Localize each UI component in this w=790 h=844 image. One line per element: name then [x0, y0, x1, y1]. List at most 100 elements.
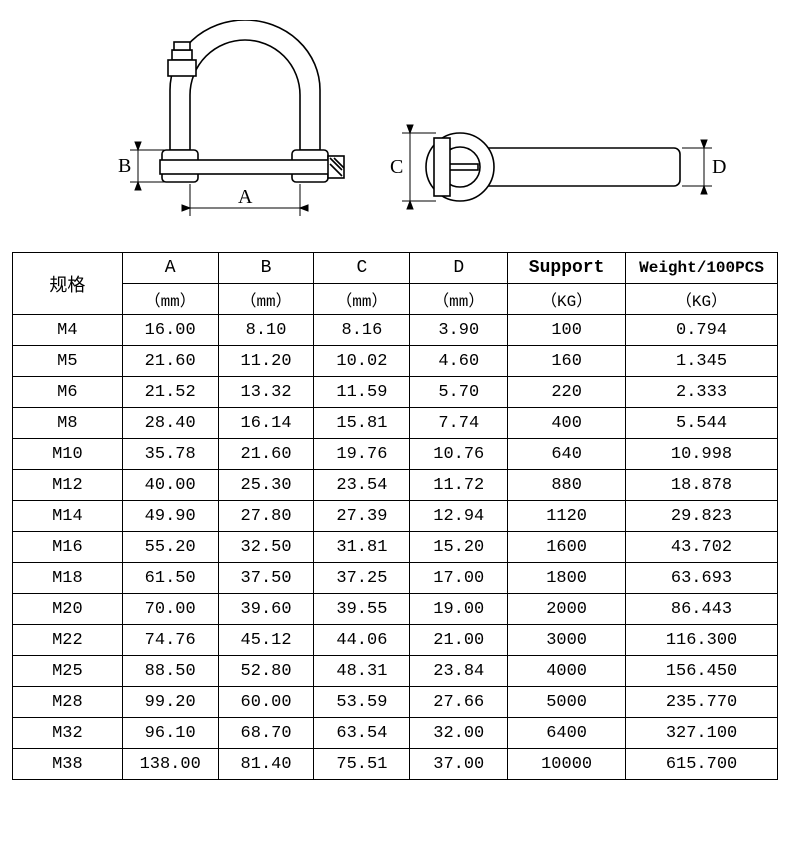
- cell-spec: M20: [13, 594, 123, 625]
- cell-weight: 615.700: [626, 749, 778, 780]
- cell-support: 160: [508, 346, 626, 377]
- cell-C: 23.54: [314, 470, 410, 501]
- cell-A: 21.60: [122, 346, 218, 377]
- cell-weight: 18.878: [626, 470, 778, 501]
- th-weight-unit: （KG）: [626, 284, 778, 315]
- cell-C: 10.02: [314, 346, 410, 377]
- cell-D: 4.60: [410, 346, 508, 377]
- cell-C: 19.76: [314, 439, 410, 470]
- cell-C: 75.51: [314, 749, 410, 780]
- th-C-unit: （mm）: [314, 284, 410, 315]
- cell-D: 10.76: [410, 439, 508, 470]
- cell-D: 17.00: [410, 563, 508, 594]
- cell-weight: 2.333: [626, 377, 778, 408]
- cell-A: 61.50: [122, 563, 218, 594]
- cell-spec: M32: [13, 718, 123, 749]
- cell-spec: M8: [13, 408, 123, 439]
- cell-A: 55.20: [122, 532, 218, 563]
- cell-C: 44.06: [314, 625, 410, 656]
- cell-B: 39.60: [218, 594, 314, 625]
- dim-label-A: A: [238, 186, 253, 208]
- cell-weight: 235.770: [626, 687, 778, 718]
- cell-C: 15.81: [314, 408, 410, 439]
- cell-A: 138.00: [122, 749, 218, 780]
- cell-weight: 63.693: [626, 563, 778, 594]
- table-row: M521.6011.2010.024.601601.345: [13, 346, 778, 377]
- cell-weight: 327.100: [626, 718, 778, 749]
- th-B-unit: （mm）: [218, 284, 314, 315]
- cell-C: 53.59: [314, 687, 410, 718]
- cell-A: 21.52: [122, 377, 218, 408]
- table-row: M38138.0081.4075.5137.0010000615.700: [13, 749, 778, 780]
- cell-D: 32.00: [410, 718, 508, 749]
- th-support-unit: （KG）: [508, 284, 626, 315]
- th-spec: 规格: [13, 253, 123, 315]
- cell-B: 45.12: [218, 625, 314, 656]
- cell-spec: M25: [13, 656, 123, 687]
- cell-D: 5.70: [410, 377, 508, 408]
- th-A: A: [122, 253, 218, 284]
- table-row: M2588.5052.8048.3123.844000156.450: [13, 656, 778, 687]
- table-row: M416.008.108.163.901000.794: [13, 315, 778, 346]
- cell-spec: M5: [13, 346, 123, 377]
- cell-B: 68.70: [218, 718, 314, 749]
- cell-support: 640: [508, 439, 626, 470]
- cell-support: 3000: [508, 625, 626, 656]
- cell-support: 10000: [508, 749, 626, 780]
- cell-B: 37.50: [218, 563, 314, 594]
- cell-A: 99.20: [122, 687, 218, 718]
- cell-B: 32.50: [218, 532, 314, 563]
- cell-support: 6400: [508, 718, 626, 749]
- cell-D: 3.90: [410, 315, 508, 346]
- cell-spec: M12: [13, 470, 123, 501]
- table-row: M1655.2032.5031.8115.20160043.702: [13, 532, 778, 563]
- cell-spec: M18: [13, 563, 123, 594]
- cell-spec: M22: [13, 625, 123, 656]
- cell-spec: M38: [13, 749, 123, 780]
- th-A-unit: （mm）: [122, 284, 218, 315]
- cell-weight: 1.345: [626, 346, 778, 377]
- cell-weight: 0.794: [626, 315, 778, 346]
- cell-support: 220: [508, 377, 626, 408]
- cell-C: 39.55: [314, 594, 410, 625]
- dim-label-C: C: [390, 156, 403, 178]
- th-D-unit: （mm）: [410, 284, 508, 315]
- spec-table: 规格 A B C D Support Weight/100PCS （mm） （m…: [12, 252, 778, 780]
- cell-A: 74.76: [122, 625, 218, 656]
- cell-A: 96.10: [122, 718, 218, 749]
- table-row: M2070.0039.6039.5519.00200086.443: [13, 594, 778, 625]
- cell-D: 11.72: [410, 470, 508, 501]
- cell-A: 35.78: [122, 439, 218, 470]
- table-row: M1240.0025.3023.5411.7288018.878: [13, 470, 778, 501]
- cell-weight: 86.443: [626, 594, 778, 625]
- cell-B: 21.60: [218, 439, 314, 470]
- cell-support: 1800: [508, 563, 626, 594]
- table-row: M3296.1068.7063.5432.006400327.100: [13, 718, 778, 749]
- th-support: Support: [508, 253, 626, 284]
- cell-support: 1600: [508, 532, 626, 563]
- cell-C: 27.39: [314, 501, 410, 532]
- cell-spec: M16: [13, 532, 123, 563]
- table-row: M1035.7821.6019.7610.7664010.998: [13, 439, 778, 470]
- cell-weight: 29.823: [626, 501, 778, 532]
- th-B: B: [218, 253, 314, 284]
- cell-B: 16.14: [218, 408, 314, 439]
- cell-spec: M6: [13, 377, 123, 408]
- dim-label-D: D: [712, 156, 726, 178]
- cell-weight: 116.300: [626, 625, 778, 656]
- cell-B: 27.80: [218, 501, 314, 532]
- cell-weight: 5.544: [626, 408, 778, 439]
- cell-C: 31.81: [314, 532, 410, 563]
- cell-C: 8.16: [314, 315, 410, 346]
- cell-B: 11.20: [218, 346, 314, 377]
- cell-support: 880: [508, 470, 626, 501]
- cell-A: 28.40: [122, 408, 218, 439]
- cell-support: 2000: [508, 594, 626, 625]
- cell-D: 15.20: [410, 532, 508, 563]
- cell-B: 81.40: [218, 749, 314, 780]
- cell-spec: M10: [13, 439, 123, 470]
- cell-support: 4000: [508, 656, 626, 687]
- cell-D: 37.00: [410, 749, 508, 780]
- dim-label-B: B: [118, 155, 131, 177]
- cell-weight: 43.702: [626, 532, 778, 563]
